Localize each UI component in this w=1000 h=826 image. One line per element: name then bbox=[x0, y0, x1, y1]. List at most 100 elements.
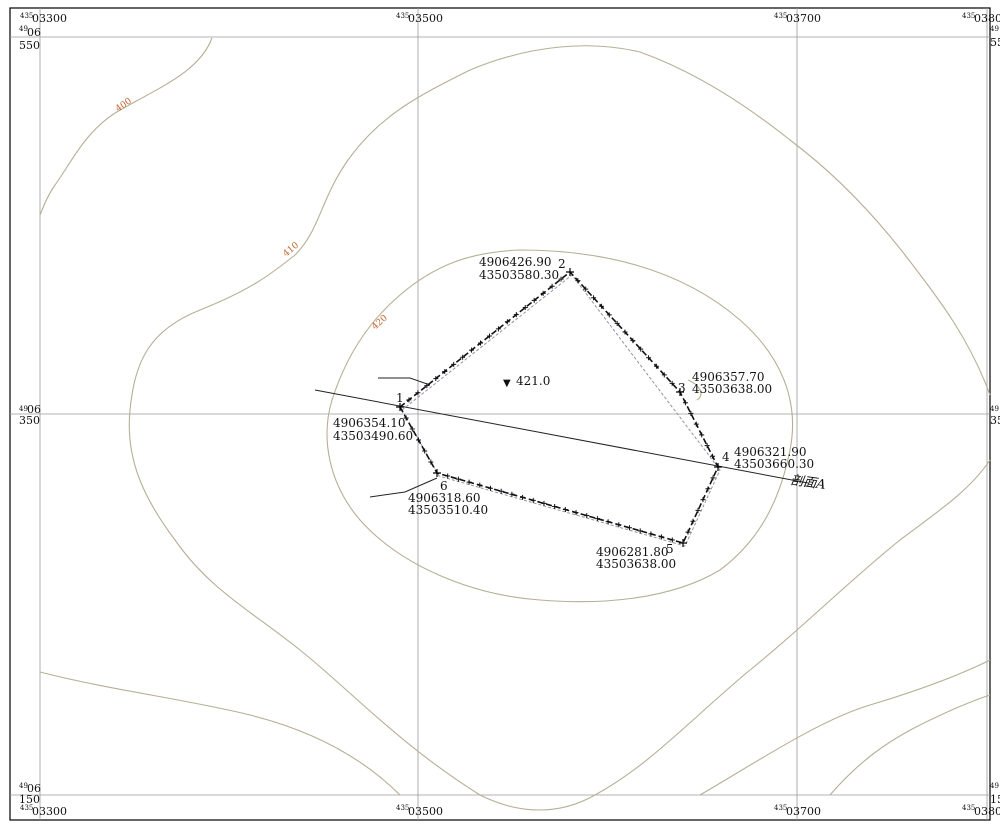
boundary-tick bbox=[530, 497, 536, 503]
svg-text:435: 435 bbox=[20, 804, 33, 812]
boundary-tick bbox=[598, 303, 604, 309]
boundary-tick bbox=[422, 448, 428, 454]
road-lines bbox=[369, 377, 438, 498]
svg-text:550: 550 bbox=[19, 39, 40, 52]
svg-text:49: 49 bbox=[19, 405, 28, 413]
boundary-tick bbox=[433, 376, 439, 382]
boundary-tick bbox=[690, 518, 696, 524]
svg-text:43503580.30: 43503580.30 bbox=[479, 268, 559, 282]
boundary-tick bbox=[638, 346, 644, 352]
vertex-5-number: 5 bbox=[666, 542, 674, 556]
boundary-tick bbox=[627, 525, 633, 531]
boundary-tick bbox=[558, 276, 564, 282]
svg-text:4906281.80: 4906281.80 bbox=[596, 545, 669, 559]
boundary-tick bbox=[513, 312, 519, 318]
svg-text:03300: 03300 bbox=[32, 805, 67, 818]
svg-text:150: 150 bbox=[19, 793, 40, 806]
contour-label-420: 420 bbox=[370, 313, 390, 332]
vertex-2-coords: 4906426.90 43503580.30 bbox=[479, 255, 559, 282]
svg-text:435: 435 bbox=[20, 12, 33, 20]
svg-text:43503490.60: 43503490.60 bbox=[333, 429, 413, 443]
boundary-tick bbox=[487, 485, 493, 491]
boundary-tick bbox=[478, 340, 484, 346]
right-grid-labels: 49 55 49 35 49 15 bbox=[990, 25, 1000, 806]
svg-text:435: 435 bbox=[962, 804, 975, 812]
contour-lower-right-1 bbox=[699, 659, 991, 796]
boundary-tick bbox=[614, 320, 620, 326]
contour-label-400: 400 bbox=[114, 96, 134, 114]
road-segment-upper bbox=[378, 377, 431, 386]
vertex-markers bbox=[396, 268, 722, 547]
svg-text:49: 49 bbox=[19, 782, 28, 790]
boundary-tick bbox=[688, 410, 694, 416]
boundary-tick bbox=[409, 426, 415, 432]
boundary-tick bbox=[520, 494, 526, 500]
vertex-6-number: 6 bbox=[440, 479, 448, 493]
boundary-tick bbox=[710, 475, 716, 481]
contour-label-410: 410 bbox=[282, 240, 302, 259]
svg-text:35: 35 bbox=[990, 414, 1000, 427]
svg-text:435: 435 bbox=[396, 804, 409, 812]
svg-text:15: 15 bbox=[990, 793, 1000, 806]
boundary-tick bbox=[606, 312, 612, 318]
svg-text:43503638.00: 43503638.00 bbox=[596, 557, 676, 571]
boundary-tick bbox=[498, 488, 504, 494]
boundary-tick bbox=[583, 286, 589, 292]
boundary-tick bbox=[575, 278, 581, 284]
boundary-tick bbox=[685, 529, 691, 535]
svg-text:4906426.90: 4906426.90 bbox=[479, 255, 552, 269]
svg-text:06: 06 bbox=[27, 403, 41, 416]
boundary-tick bbox=[648, 531, 654, 537]
section-line-a bbox=[314, 389, 809, 484]
boundary-tick bbox=[531, 297, 537, 303]
boundary-tick bbox=[424, 383, 430, 389]
boundary-tick bbox=[522, 305, 528, 311]
vertex-4-number: 4 bbox=[722, 450, 730, 464]
boundary-tick bbox=[477, 482, 483, 488]
boundary-tick bbox=[466, 479, 472, 485]
boundary-tick bbox=[622, 329, 628, 335]
boundary-tick bbox=[669, 537, 675, 543]
boundary-tick bbox=[594, 516, 600, 522]
boundary-tick bbox=[428, 459, 434, 465]
road-segment-lower bbox=[369, 477, 438, 498]
boundary-tick bbox=[661, 372, 667, 378]
svg-text:49: 49 bbox=[990, 405, 999, 413]
boundary-tick bbox=[451, 361, 457, 367]
boundary-tick bbox=[646, 355, 652, 361]
contour-small-feature bbox=[687, 379, 702, 401]
boundary-tick bbox=[704, 443, 710, 449]
contour-lower-right-2 bbox=[829, 694, 991, 796]
vertex-6-coords: 4906318.60 43503510.40 bbox=[408, 491, 488, 517]
boundary-tick bbox=[573, 510, 579, 516]
boundary-tick bbox=[540, 290, 546, 296]
elevation-value: 421.0 bbox=[516, 374, 550, 388]
boundary-tick bbox=[486, 333, 492, 339]
boundary-inner bbox=[401, 274, 721, 547]
svg-text:4906321.90: 4906321.90 bbox=[734, 445, 807, 459]
boundary-tick bbox=[693, 421, 699, 427]
boundary-tick bbox=[445, 473, 451, 479]
boundary-tick bbox=[416, 437, 421, 443]
contour-lower-left bbox=[39, 671, 401, 796]
section-label: 剖面A bbox=[789, 473, 826, 493]
svg-text:03500: 03500 bbox=[408, 805, 443, 818]
svg-text:435: 435 bbox=[396, 12, 409, 20]
boundary-tick bbox=[699, 432, 705, 438]
boundary-tick bbox=[509, 491, 515, 497]
vertex-1-coords: 4906354.10 43503490.60 bbox=[333, 416, 413, 443]
svg-text:55: 55 bbox=[990, 36, 1000, 49]
boundary-tick bbox=[495, 326, 501, 332]
boundary-tick bbox=[637, 528, 643, 534]
svg-text:43503510.40: 43503510.40 bbox=[408, 503, 488, 517]
left-grid-labels: 49 06 550 49 06 350 49 06 150 bbox=[19, 25, 41, 806]
elevation-triangle-icon: ▼ bbox=[503, 378, 511, 389]
boundary-tick bbox=[591, 295, 597, 301]
top-grid-labels: 435 03300 435 03500 435 03700 435 03800 bbox=[20, 12, 1000, 25]
boundary-tick bbox=[705, 486, 711, 492]
vertex-5-coords: 4906281.80 43503638.00 bbox=[596, 545, 676, 571]
boundary-tick bbox=[469, 347, 475, 353]
contour-410 bbox=[128, 45, 991, 811]
